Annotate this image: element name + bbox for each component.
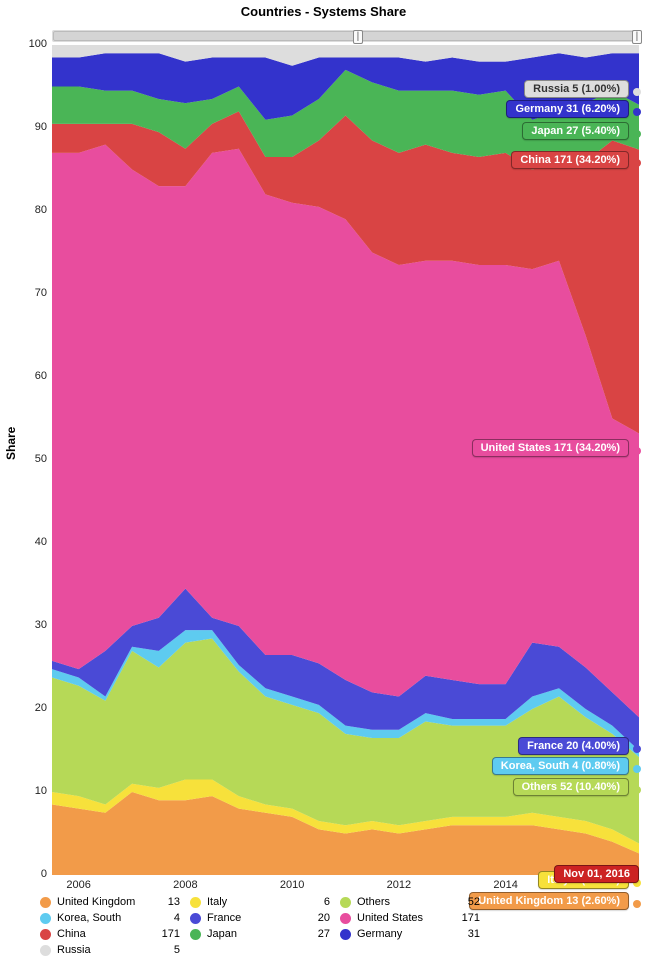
series-dot-united_states: [633, 447, 641, 455]
y-tick: 0: [7, 868, 47, 880]
legend-value: 52: [460, 896, 490, 908]
y-tick: 100: [7, 38, 47, 50]
series-dot-france: [633, 745, 641, 753]
x-tick: 2006: [66, 879, 90, 891]
legend-name: Korea, South: [57, 912, 160, 924]
legend: United Kingdom13Italy6Others52Korea, Sou…: [40, 895, 639, 957]
legend-item-united_kingdom[interactable]: United Kingdom13: [40, 895, 190, 909]
series-label-united_states[interactable]: United States 171 (34.20%): [472, 439, 629, 457]
legend-swatch: [190, 913, 201, 924]
legend-item-korea_south[interactable]: Korea, South4: [40, 911, 190, 925]
legend-name: China: [57, 928, 160, 940]
chart-title: Countries - Systems Share: [0, 4, 647, 19]
legend-value: 171: [160, 928, 190, 940]
scrollbar-thumb[interactable]: [53, 31, 638, 41]
x-tick: 2012: [387, 879, 411, 891]
y-tick: 70: [7, 287, 47, 299]
y-tick: 60: [7, 370, 47, 382]
legend-item-germany[interactable]: Germany31: [340, 927, 490, 941]
legend-name: Italy: [207, 896, 310, 908]
time-scrollbar[interactable]: ⎮ ⎮: [52, 30, 639, 42]
x-tick: 2008: [173, 879, 197, 891]
legend-swatch: [40, 929, 51, 940]
y-tick: 80: [7, 204, 47, 216]
legend-item-italy[interactable]: Italy6: [190, 895, 340, 909]
x-tick: 2010: [280, 879, 304, 891]
legend-swatch: [340, 913, 351, 924]
legend-value: 5: [160, 944, 190, 956]
legend-item-others[interactable]: Others52: [340, 895, 490, 909]
legend-swatch: [40, 913, 51, 924]
series-dot-china: [633, 159, 641, 167]
y-tick: 40: [7, 536, 47, 548]
series-dot-germany: [633, 108, 641, 116]
legend-swatch: [40, 897, 51, 908]
chart-container: Countries - Systems Share ⎮ ⎮ Share Unit…: [0, 0, 647, 961]
legend-value: 20: [310, 912, 340, 924]
series-label-china[interactable]: China 171 (34.20%): [511, 151, 629, 169]
legend-swatch: [40, 945, 51, 956]
legend-name: United States: [357, 912, 460, 924]
series-dot-japan: [633, 130, 641, 138]
legend-name: Others: [357, 896, 460, 908]
legend-item-russia[interactable]: Russia5: [40, 943, 190, 957]
legend-swatch: [340, 897, 351, 908]
legend-name: United Kingdom: [57, 896, 160, 908]
legend-value: 6: [310, 896, 340, 908]
y-tick: 90: [7, 121, 47, 133]
legend-item-china[interactable]: China171: [40, 927, 190, 941]
legend-value: 4: [160, 912, 190, 924]
series-label-others[interactable]: Others 52 (10.40%): [513, 778, 629, 796]
legend-value: 171: [460, 912, 490, 924]
legend-value: 31: [460, 928, 490, 940]
legend-item-france[interactable]: France20: [190, 911, 340, 925]
series-dot-others: [633, 786, 641, 794]
y-tick: 10: [7, 785, 47, 797]
legend-name: France: [207, 912, 310, 924]
series-dot-russia: [633, 88, 641, 96]
series-label-russia[interactable]: Russia 5 (1.00%): [524, 80, 629, 98]
legend-swatch: [190, 897, 201, 908]
series-label-france[interactable]: France 20 (4.00%): [518, 737, 629, 755]
legend-name: Germany: [357, 928, 460, 940]
series-label-japan[interactable]: Japan 27 (5.40%): [522, 122, 629, 140]
series-dot-korea_south: [633, 765, 641, 773]
x-tick: 2014: [493, 879, 517, 891]
legend-swatch: [340, 929, 351, 940]
scrollbar-handle-right[interactable]: ⎮: [632, 30, 642, 44]
highlight-date-badge: Nov 01, 2016: [554, 865, 639, 883]
legend-name: Japan: [207, 928, 310, 940]
y-tick: 30: [7, 619, 47, 631]
legend-swatch: [190, 929, 201, 940]
scrollbar-handle-left[interactable]: ⎮: [353, 30, 363, 44]
legend-item-united_states[interactable]: United States171: [340, 911, 490, 925]
legend-value: 27: [310, 928, 340, 940]
legend-name: Russia: [57, 944, 160, 956]
series-label-germany[interactable]: Germany 31 (6.20%): [506, 100, 629, 118]
legend-value: 13: [160, 896, 190, 908]
y-tick: 50: [7, 453, 47, 465]
y-tick: 20: [7, 702, 47, 714]
legend-item-japan[interactable]: Japan27: [190, 927, 340, 941]
series-label-korea_south[interactable]: Korea, South 4 (0.80%): [492, 757, 629, 775]
